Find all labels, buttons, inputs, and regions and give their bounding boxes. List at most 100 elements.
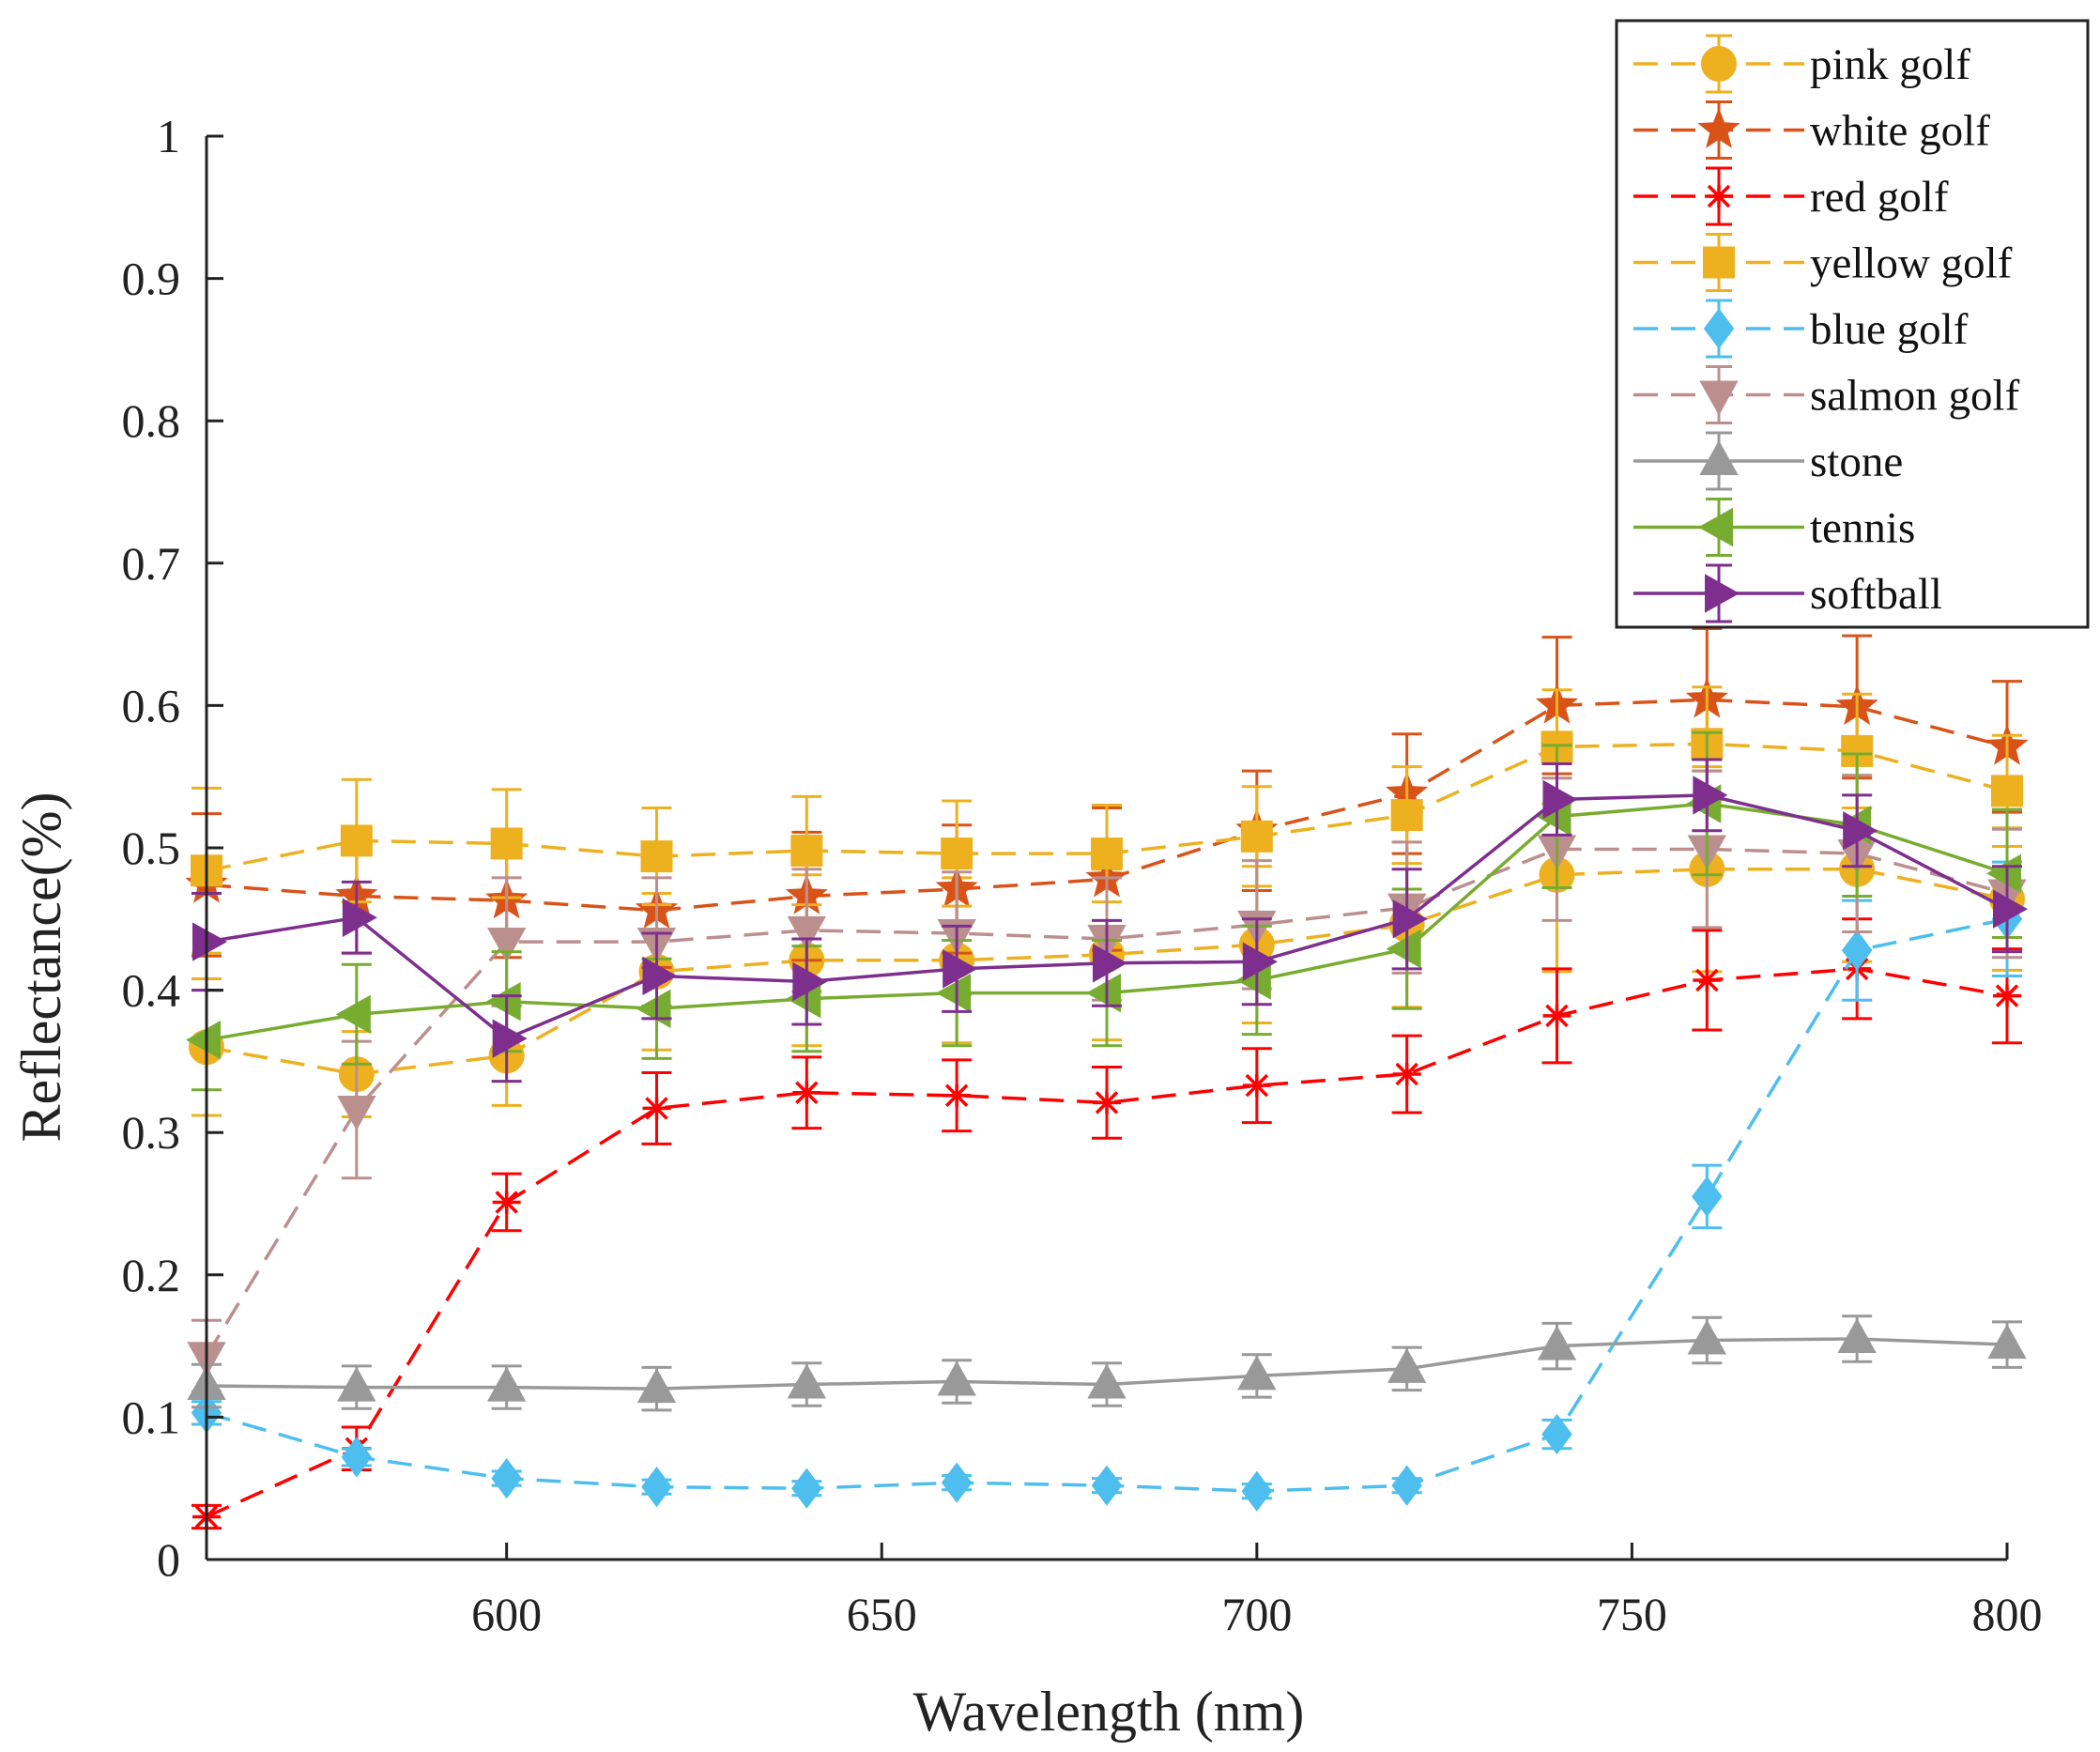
x-tick-label: 650 [847,1588,917,1640]
legend-item-blue-golf: blue golf [1633,299,1969,359]
data-point-yellow-golf [790,835,823,868]
data-point-softball [1392,899,1428,939]
data-point-stone [1687,1319,1727,1355]
data-point-tennis [485,982,521,1022]
y-tick-label: 0.8 [122,394,181,447]
legend-item-yellow-golf: yellow golf [1633,233,2013,292]
data-point-stone [486,1366,527,1402]
y-axis-title: Reflectance(%) [10,791,72,1142]
y-tick-label: 1 [157,110,180,162]
legend-marker [1705,574,1740,613]
data-point-red-golf [1242,1073,1271,1098]
data-point-red-golf [1542,1004,1571,1028]
data-point-softball [492,1019,528,1058]
data-point-tennis [335,994,371,1035]
data-point-softball [1843,811,1878,851]
data-point-softball [1542,779,1578,820]
legend-label: salmon golf [1810,372,2020,421]
data-point-softball [1093,944,1128,983]
legend-marker [1703,246,1735,279]
y-tick-label: 0.3 [122,1106,181,1159]
data-point-blue-golf [941,1462,973,1503]
legend-marker [1697,107,1740,148]
data-point-salmon-golf [337,1095,376,1130]
legend-marker [1705,184,1733,208]
data-point-yellow-golf [490,827,523,860]
x-tick-label: 800 [1972,1588,2043,1640]
data-point-softball [192,922,228,961]
data-point-yellow-golf [1390,799,1423,832]
data-point-salmon-golf [486,928,527,963]
data-point-blue-golf [1692,1176,1723,1218]
data-point-yellow-golf [941,838,973,870]
data-point-red-golf [1993,984,2021,1007]
data-point-stone [1237,1355,1277,1391]
data-point-yellow-golf [1240,820,1273,853]
legend-label: yellow golf [1810,239,2013,288]
data-point-softball [342,898,377,937]
data-point-red-golf [492,1191,521,1214]
data-point-red-golf [792,1081,821,1104]
data-point-yellow-golf [1091,838,1123,870]
data-point-tennis [636,989,671,1029]
data-point-stone [1537,1325,1577,1360]
data-point-blue-golf [1841,930,1873,971]
data-point-blue-golf [1541,1413,1572,1455]
y-tick-label: 0.1 [122,1391,181,1443]
data-point-stone [787,1363,827,1399]
y-tick-label: 0.6 [122,679,181,731]
legend-marker [1699,439,1739,475]
data-point-blue-golf [1241,1470,1273,1512]
legend-marker [1697,507,1733,547]
legend-item-stone: stone [1633,431,1903,491]
data-point-red-golf [1392,1062,1421,1086]
plot-area: 0 0.1 0.2 0.3 0.4 0.5 0.6 0.7 0.8 0.9 1 600 650 700 75… [122,110,2043,1640]
data-point-stone [1837,1317,1877,1354]
data-point-stone [937,1360,976,1396]
data-point-red-golf [1093,1091,1121,1114]
data-point-tennis [185,1020,221,1060]
axes-layer: 0 0.1 0.2 0.3 0.4 0.5 0.6 0.7 0.8 0.9 1 600 650 700 75… [122,110,2043,1640]
legend-marker [1701,46,1737,82]
y-tick-label: 0.9 [122,253,181,305]
series-line-red-golf [206,967,2008,1519]
legend-item-red-golf: red golf [1633,166,1949,226]
data-point-blue-golf [1391,1465,1422,1506]
data-point-blue-golf [791,1468,822,1509]
data-point-blue-golf [341,1437,373,1478]
data-point-stone [636,1368,677,1404]
y-tick-label: 0.2 [122,1249,181,1301]
legend-item-softball: softball [1633,563,1942,623]
y-tick-label: 0.4 [122,964,181,1017]
data-point-yellow-golf [1991,775,2023,807]
series-layer [185,627,2029,1530]
data-point-stone [1387,1347,1427,1383]
data-point-tennis [1085,973,1121,1013]
x-tick-label: 750 [1597,1588,1667,1640]
y-tick-label: 0.7 [122,537,181,590]
legend-item-tennis: tennis [1633,498,1915,557]
series-tennis [185,730,2022,1092]
data-point-softball [792,961,828,1002]
data-point-stone [1987,1324,2027,1360]
y-tick-label: 0 [157,1533,180,1586]
x-tick-label: 600 [471,1588,542,1640]
legend-label: red golf [1810,173,1949,222]
legend-marker [1699,380,1739,416]
data-point-softball [1993,889,2029,929]
data-point-red-golf [1693,968,1722,992]
data-point-tennis [1386,929,1421,969]
legend-label: stone [1810,438,1903,486]
data-point-softball [1693,776,1728,815]
series-stone [187,1314,2027,1412]
legend-item-pink-golf: pink golf [1633,34,1970,94]
legend-label: tennis [1810,504,1915,553]
legend-label: softball [1810,570,1942,619]
series-softball [192,758,2029,1083]
data-point-softball [642,956,678,996]
data-point-tennis [936,973,972,1013]
data-point-stone [337,1366,376,1402]
x-axis-title: Wavelength (nm) [913,1681,1305,1743]
data-point-tennis [1985,853,2021,893]
